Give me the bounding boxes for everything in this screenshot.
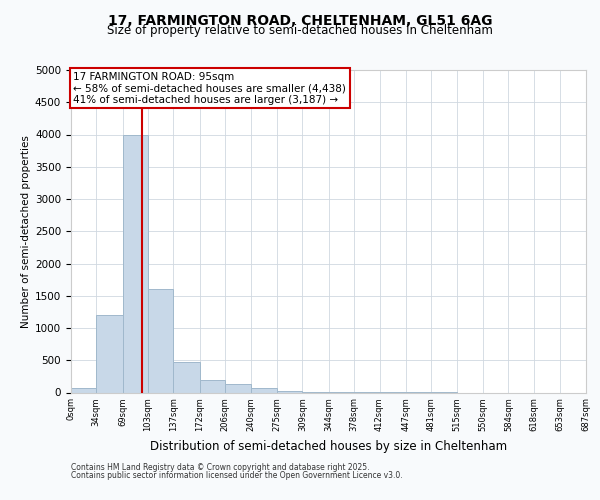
Bar bbox=[225, 384, 251, 392]
Bar bbox=[173, 362, 200, 392]
Text: 17, FARMINGTON ROAD, CHELTENHAM, GL51 6AG: 17, FARMINGTON ROAD, CHELTENHAM, GL51 6A… bbox=[108, 14, 492, 28]
Bar bbox=[200, 380, 225, 392]
Text: Contains HM Land Registry data © Crown copyright and database right 2025.: Contains HM Land Registry data © Crown c… bbox=[71, 462, 370, 471]
Text: 17 FARMINGTON ROAD: 95sqm
← 58% of semi-detached houses are smaller (4,438)
41% : 17 FARMINGTON ROAD: 95sqm ← 58% of semi-… bbox=[73, 72, 346, 105]
Bar bbox=[122, 134, 148, 392]
Bar bbox=[96, 315, 122, 392]
Bar bbox=[251, 388, 277, 392]
Bar bbox=[148, 290, 173, 393]
Y-axis label: Number of semi-detached properties: Number of semi-detached properties bbox=[20, 135, 31, 328]
Bar bbox=[71, 388, 96, 392]
Text: Contains public sector information licensed under the Open Government Licence v3: Contains public sector information licen… bbox=[71, 472, 403, 480]
X-axis label: Distribution of semi-detached houses by size in Cheltenham: Distribution of semi-detached houses by … bbox=[149, 440, 507, 452]
Text: Size of property relative to semi-detached houses in Cheltenham: Size of property relative to semi-detach… bbox=[107, 24, 493, 37]
Bar bbox=[277, 390, 302, 392]
